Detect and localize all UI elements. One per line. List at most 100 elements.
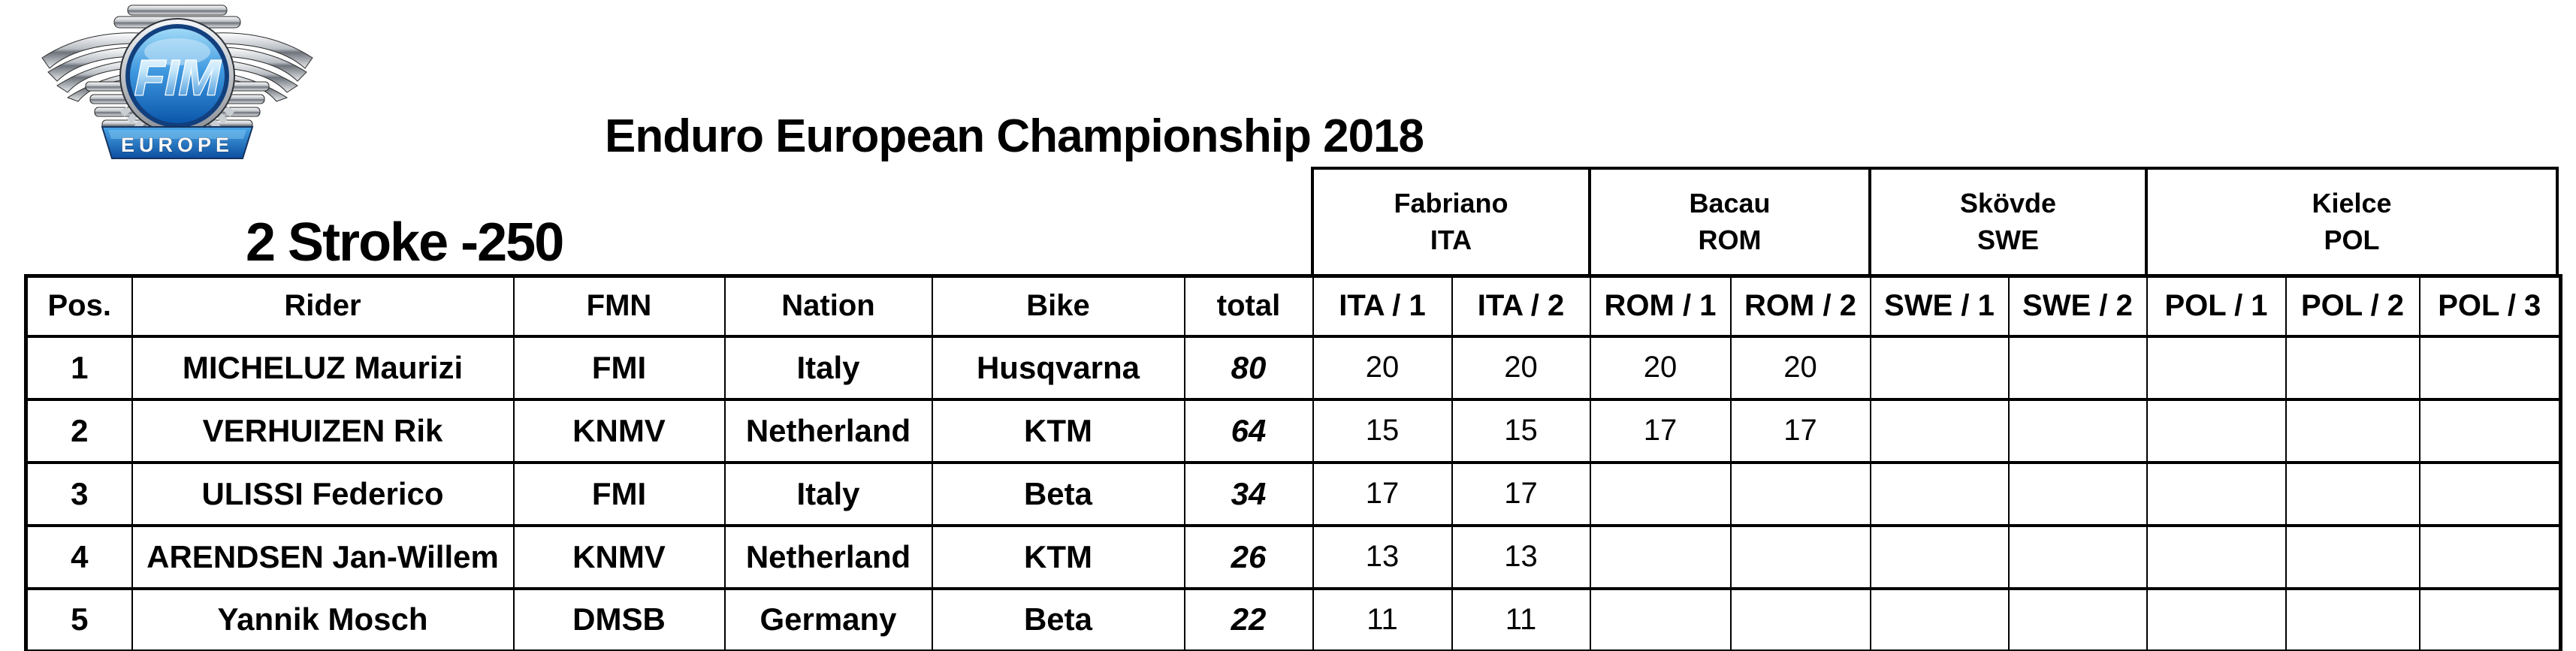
col-header-pos: Pos. <box>25 274 133 338</box>
points-cell: 13 <box>1451 523 1591 590</box>
col-header-swe1: SWE / 1 <box>1869 274 2010 338</box>
total-cell: 80 <box>1183 334 1314 401</box>
venue-box-skovde: Skövde SWE <box>1868 167 2148 274</box>
fmn-cell: FMI <box>512 460 726 527</box>
points-cell: 20 <box>1589 334 1732 401</box>
col-header-pol3: POL / 3 <box>2418 274 2562 338</box>
bike-cell: Beta <box>931 586 1185 651</box>
points-cell <box>2146 397 2287 464</box>
points-cell: 20 <box>1451 334 1591 401</box>
points-cell: 17 <box>1451 460 1591 527</box>
points-cell <box>1869 334 2010 401</box>
col-header-ita2: ITA / 2 <box>1451 274 1591 338</box>
venue-box-kielce: Kielce POL <box>2145 167 2559 274</box>
nation-cell: Netherland <box>723 397 933 464</box>
points-cell <box>1589 523 1732 590</box>
logo-top-bar <box>127 5 228 16</box>
pos-cell: 2 <box>25 397 133 464</box>
rider-cell: Yannik Mosch <box>131 586 515 651</box>
points-cell <box>1729 523 1871 590</box>
points-cell <box>2146 586 2287 651</box>
venue-name: Bacau <box>1689 187 1771 219</box>
logo-banner-shine <box>108 130 246 139</box>
fmn-cell: KNMV <box>512 523 726 590</box>
points-cell <box>2418 460 2562 527</box>
points-cell <box>1589 586 1732 651</box>
rider-cell: MICHELUZ Maurizi <box>131 334 515 401</box>
points-cell <box>1869 460 2010 527</box>
rider-cell: VERHUIZEN Rik <box>131 397 515 464</box>
points-cell: 11 <box>1312 586 1453 651</box>
points-cell <box>2285 460 2420 527</box>
venue-box-bacau: Bacau ROM <box>1588 167 1871 274</box>
header-row: Pos. Rider FMN Nation Bike total ITA / 1… <box>25 274 2562 338</box>
points-cell <box>2418 397 2562 464</box>
points-cell <box>2146 523 2287 590</box>
points-cell: 20 <box>1312 334 1453 401</box>
total-cell: 34 <box>1183 460 1314 527</box>
col-header-rom2: ROM / 2 <box>1729 274 1871 338</box>
table-row: 3 ULISSI Federico FMI Italy Beta 34 17 1… <box>25 460 2562 527</box>
col-header-ita1: ITA / 1 <box>1312 274 1453 338</box>
total-cell: 26 <box>1183 523 1314 590</box>
points-cell: 13 <box>1312 523 1453 590</box>
nation-cell: Italy <box>723 460 933 527</box>
points-cell <box>2007 334 2148 401</box>
points-cell <box>1869 523 2010 590</box>
col-header-rider: Rider <box>131 274 515 338</box>
points-cell <box>1589 460 1732 527</box>
points-cell <box>2418 523 2562 590</box>
rider-cell: ARENDSEN Jan-Willem <box>131 523 515 590</box>
points-cell <box>2146 334 2287 401</box>
venue-name: Skövde <box>1959 187 2057 219</box>
points-cell: 11 <box>1451 586 1591 651</box>
venue-country: POL <box>2324 224 2380 255</box>
col-header-total: total <box>1183 274 1314 338</box>
points-cell <box>1869 586 2010 651</box>
points-cell <box>2285 586 2420 651</box>
venue-name: Kielce <box>2312 187 2392 219</box>
fmn-cell: KNMV <box>512 397 726 464</box>
venue-country: SWE <box>1977 224 2039 255</box>
fmn-cell: FMI <box>512 334 726 401</box>
points-cell: 15 <box>1312 397 1453 464</box>
points-cell: 17 <box>1312 460 1453 527</box>
points-cell <box>2285 334 2420 401</box>
points-cell <box>2285 397 2420 464</box>
points-cell <box>2007 586 2148 651</box>
pos-cell: 5 <box>25 586 133 651</box>
venue-country: ROM <box>1698 224 1762 255</box>
pos-cell: 4 <box>25 523 133 590</box>
points-cell: 17 <box>1589 397 1732 464</box>
points-cell <box>2285 523 2420 590</box>
points-cell <box>2007 397 2148 464</box>
category-title: 2 Stroke -250 <box>246 212 564 273</box>
venue-name: Fabriano <box>1394 187 1508 219</box>
bike-cell: KTM <box>931 397 1185 464</box>
points-cell <box>2418 334 2562 401</box>
col-header-bike: Bike <box>931 274 1185 338</box>
logo-europe-text: EUROPE <box>121 134 234 156</box>
points-cell: 17 <box>1729 397 1871 464</box>
pos-cell: 3 <box>25 460 133 527</box>
points-cell <box>1869 397 2010 464</box>
col-header-fmn: FMN <box>512 274 726 338</box>
col-header-nation: Nation <box>723 274 933 338</box>
points-cell <box>1729 586 1871 651</box>
nation-cell: Netherland <box>723 523 933 590</box>
bike-cell: Beta <box>931 460 1185 527</box>
total-cell: 22 <box>1183 586 1314 651</box>
col-header-pol2: POL / 2 <box>2285 274 2420 338</box>
table-row: 5 Yannik Mosch DMSB Germany Beta 22 11 1… <box>25 586 2562 651</box>
col-header-rom1: ROM / 1 <box>1589 274 1732 338</box>
points-cell <box>2007 523 2148 590</box>
bike-cell: Husqvarna <box>931 334 1185 401</box>
table-row: 1 MICHELUZ Maurizi FMI Italy Husqvarna 8… <box>25 334 2562 401</box>
fmn-cell: DMSB <box>512 586 726 651</box>
points-cell: 15 <box>1451 397 1591 464</box>
results-table: Pos. Rider FMN Nation Bike total ITA / 1… <box>24 274 2562 651</box>
venue-box-fabriano: Fabriano ITA <box>1311 167 1591 274</box>
fim-europe-logo: FIM EUROPE <box>41 5 313 159</box>
logo-fim-text: FIM <box>134 50 222 105</box>
